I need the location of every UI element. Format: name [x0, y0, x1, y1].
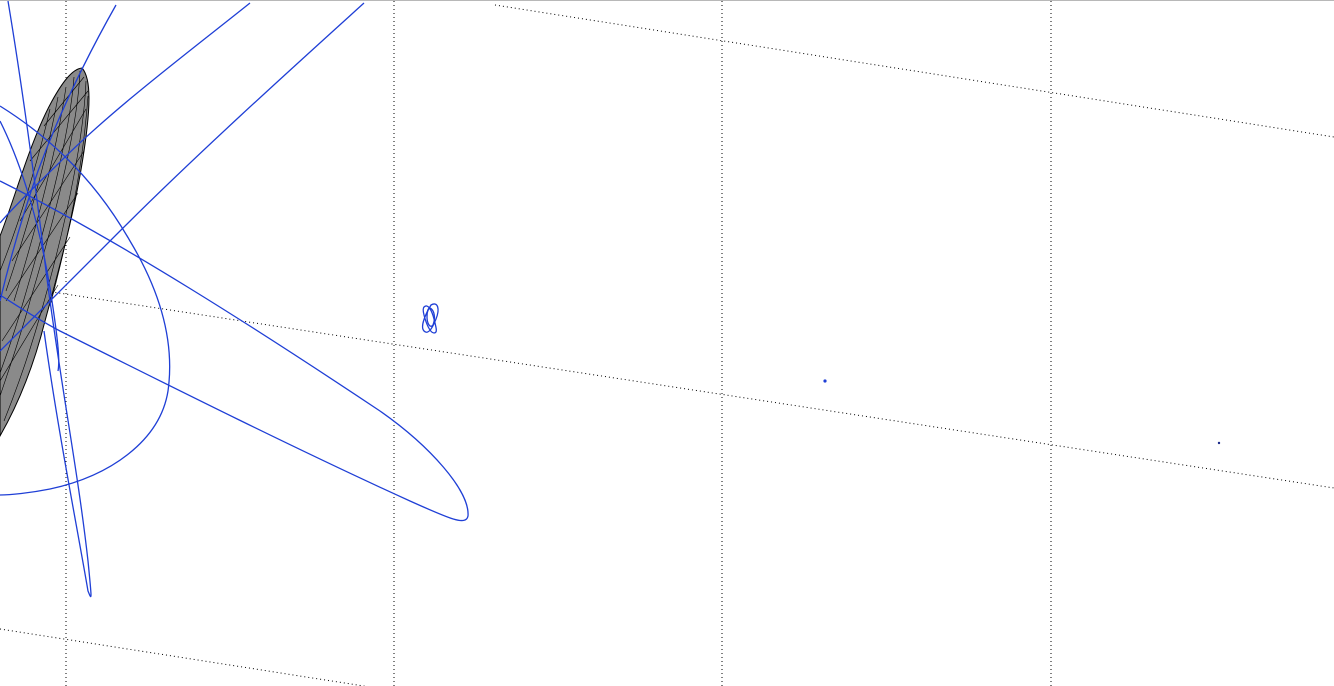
distant-point-a[interactable]: [823, 379, 827, 383]
orbit-segment-6: [0, 105, 171, 496]
rosette-loop-2: [422, 305, 437, 334]
distant-point-b-marker: [1217, 441, 1221, 445]
grid-line-horizontal-top: [494, 4, 1334, 138]
orbit-segment-1: [7, 1, 92, 598]
distant-point-a-marker: [823, 379, 827, 383]
orbit-segment-7: [0, 120, 60, 372]
grid-line-horizontal-bottom: [0, 628, 367, 686]
orbit-segment-3: [0, 2, 251, 224]
central-body-mesh[interactable]: [0, 67, 90, 438]
orbit-trajectory[interactable]: [0, 1, 469, 598]
grid-line-horizontal-middle: [0, 283, 1334, 489]
distant-point-b[interactable]: [1217, 441, 1221, 445]
orbit-segment-4: [0, 2, 365, 352]
orbit-segment-2: [0, 4, 117, 302]
small-orbit-rosette[interactable]: [421, 303, 439, 334]
orbit-segment-5: [0, 180, 469, 522]
rosette-loop-3: [426, 307, 436, 327]
